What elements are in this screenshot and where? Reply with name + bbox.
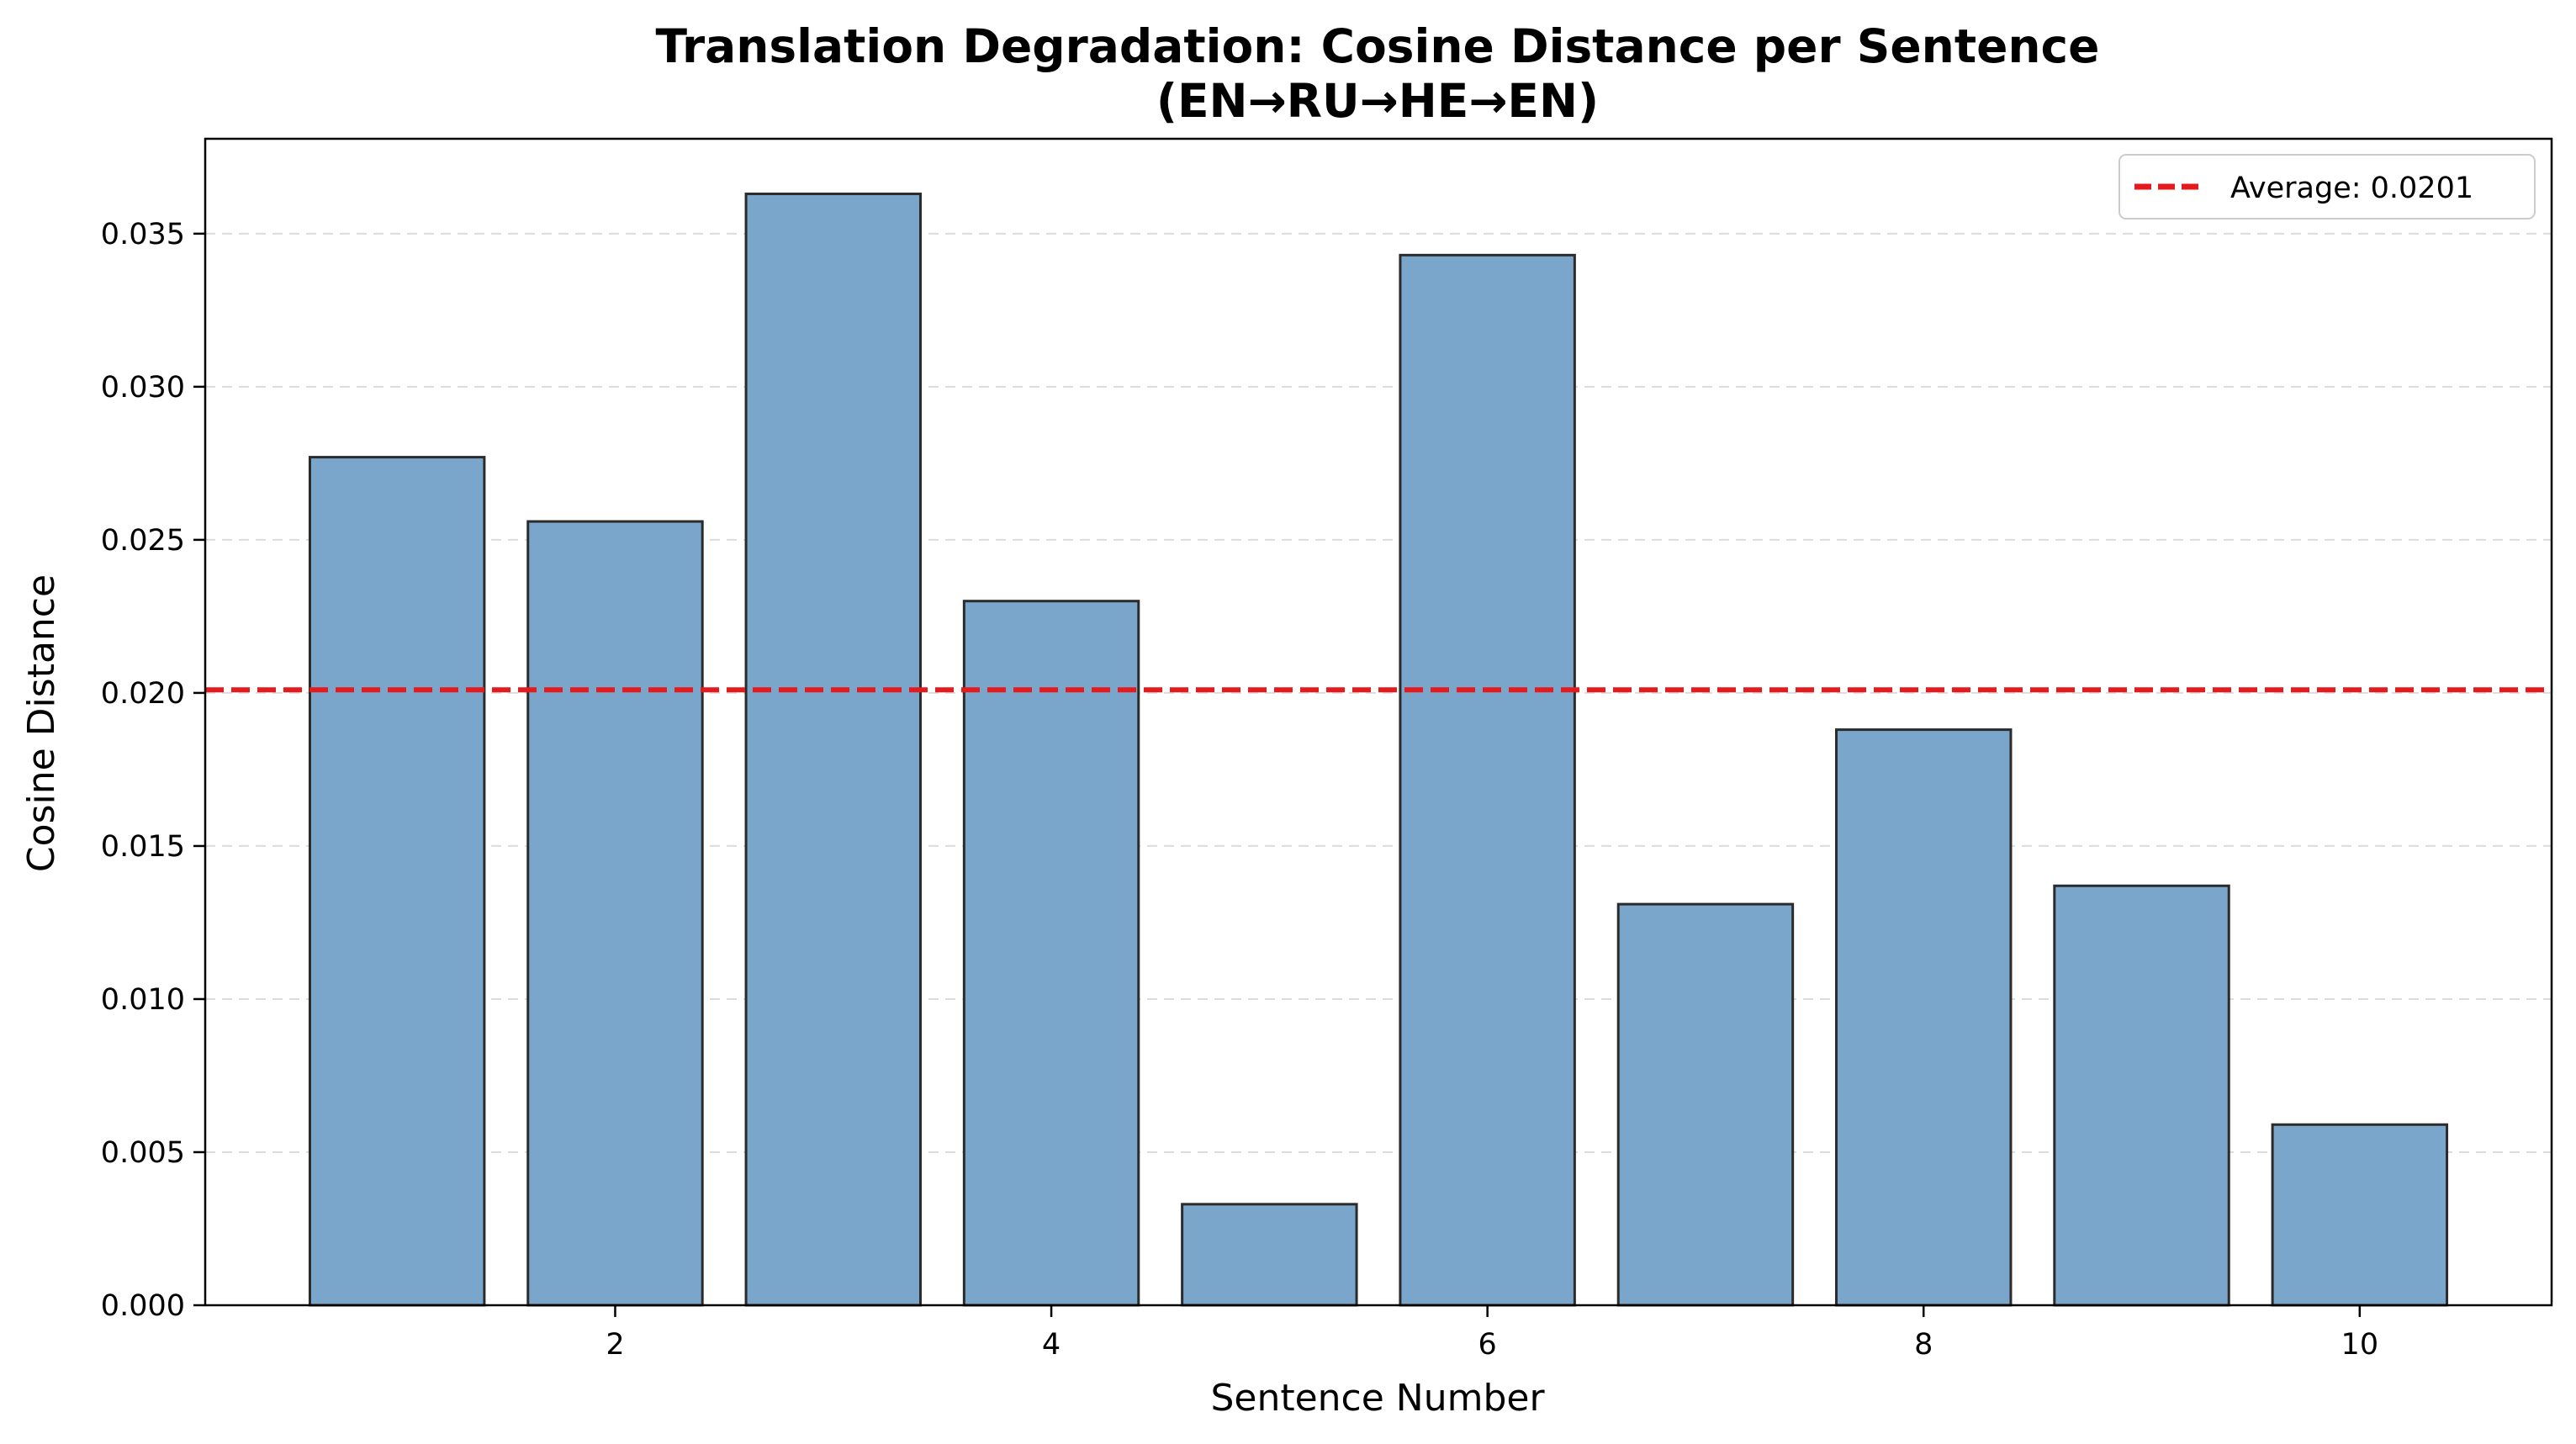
x-tick-label: 2 — [606, 1328, 624, 1362]
y-tick-label: 0.015 — [101, 830, 185, 864]
x-tick-label: 6 — [1478, 1328, 1497, 1362]
chart-title-line2: (EN→RU→HE→EN) — [1156, 74, 1599, 128]
y-tick-label: 0.020 — [101, 677, 185, 711]
y-tick-label: 0.000 — [101, 1289, 185, 1323]
bar-sentence-6 — [1399, 253, 1576, 1307]
y-tick-label: 0.010 — [101, 983, 185, 1017]
bars — [308, 193, 2449, 1307]
x-tick-label: 8 — [1914, 1328, 1933, 1362]
y-tick-label: 0.030 — [101, 371, 185, 405]
bar-sentence-5 — [1181, 1203, 1358, 1307]
chart-title-line1: Translation Degradation: Cosine Distance… — [656, 19, 2100, 73]
bar-sentence-1 — [308, 456, 486, 1307]
bar-sentence-2 — [526, 520, 704, 1307]
legend: Average: 0.0201 — [2118, 154, 2536, 220]
plot-area-frame — [204, 137, 2553, 1307]
x-tick-label: 4 — [1042, 1328, 1061, 1362]
x-axis-ticks: 2 4 6 8 10 — [606, 1305, 2378, 1362]
y-axis-label: Cosine Distance — [20, 574, 63, 872]
y-tick-label: 0.005 — [101, 1136, 185, 1170]
bar-sentence-4 — [962, 600, 1140, 1307]
y-tick-label: 0.035 — [101, 218, 185, 251]
y-axis-ticks: 0.000 0.005 0.010 0.015 0.020 0.025 0.030 0.035 — [101, 218, 205, 1323]
bar-sentence-8 — [1835, 728, 2013, 1307]
bar-sentence-3 — [744, 193, 922, 1307]
legend-average-label: Average: 0.0201 — [2230, 172, 2473, 205]
x-axis-label: Sentence Number — [1210, 1377, 1545, 1420]
bar-sentence-9 — [2053, 884, 2230, 1307]
bar-sentence-7 — [1616, 902, 1795, 1307]
y-tick-label: 0.025 — [101, 524, 185, 558]
bar-sentence-10 — [2271, 1123, 2449, 1307]
legend-box — [2118, 154, 2536, 220]
x-tick-label: 10 — [2341, 1328, 2379, 1362]
